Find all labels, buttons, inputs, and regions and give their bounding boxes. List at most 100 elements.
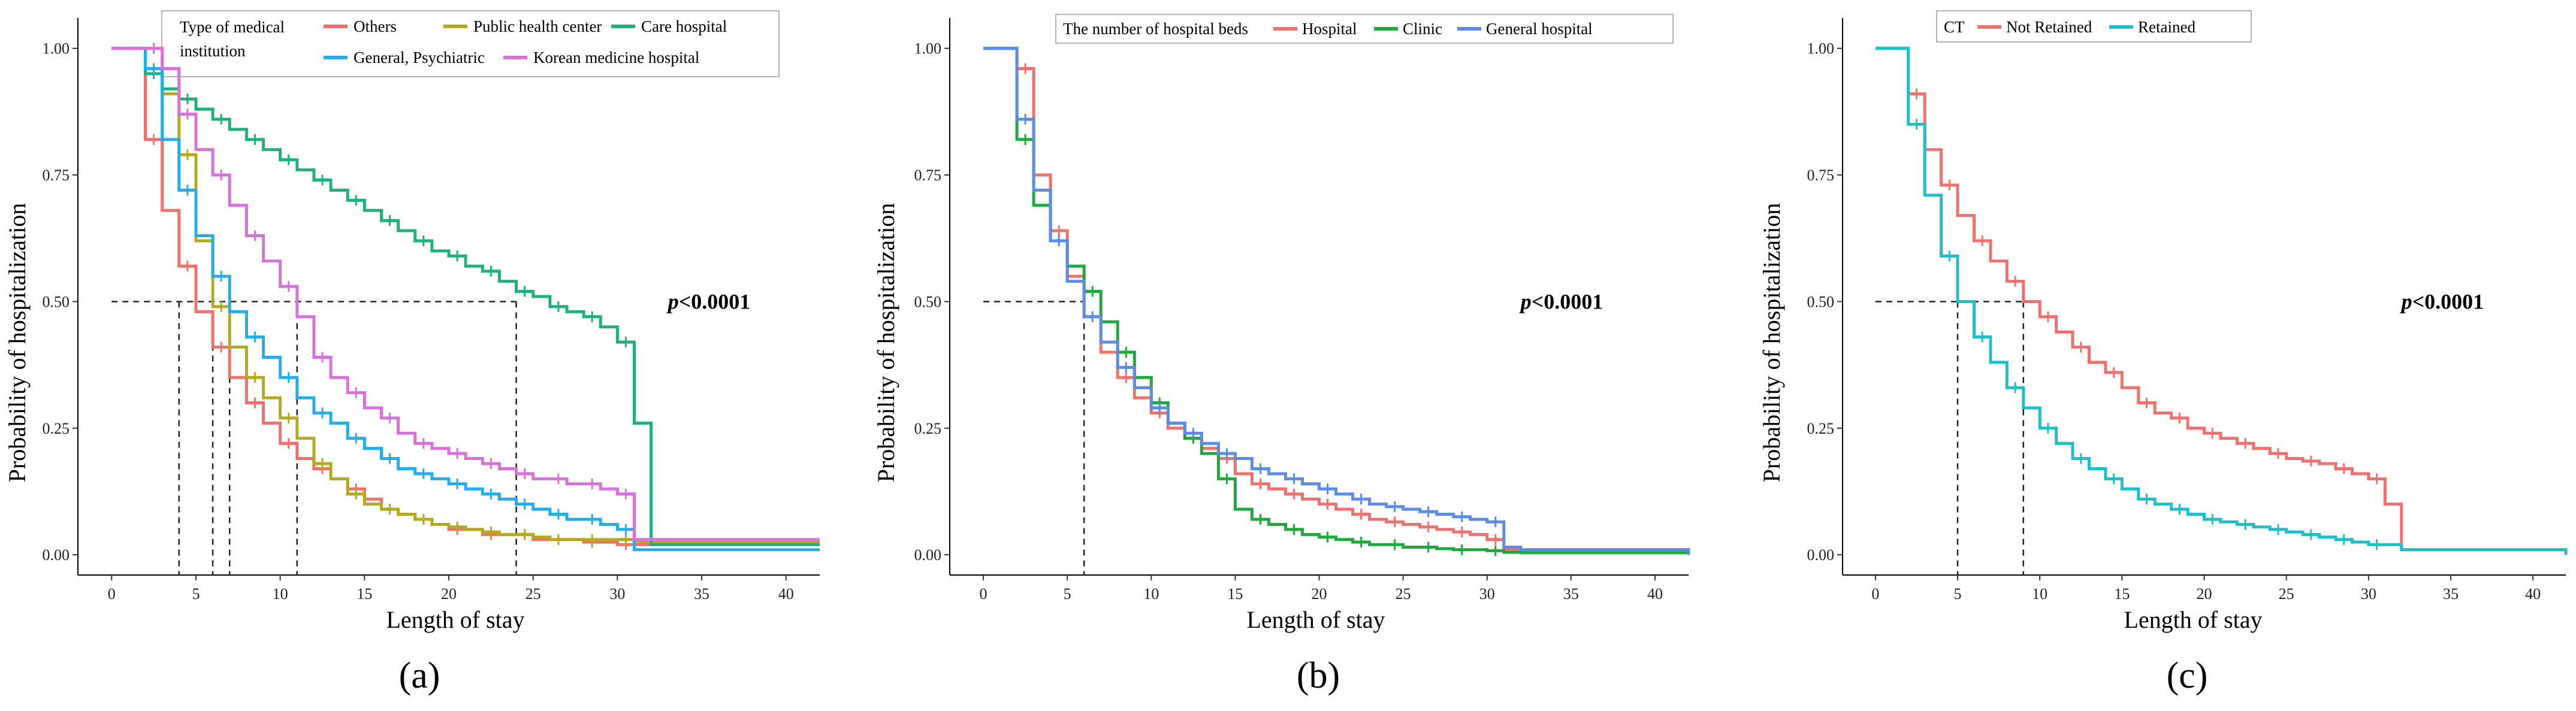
y-tick-label: 0.00 bbox=[43, 546, 70, 564]
x-tick-label: 35 bbox=[694, 585, 709, 603]
legend-label: Care hospital bbox=[641, 17, 727, 35]
y-tick-label: 0.75 bbox=[914, 167, 942, 184]
x-tick-label: 30 bbox=[609, 585, 625, 603]
y-tick-label: 0.25 bbox=[43, 420, 70, 437]
x-tick-label: 30 bbox=[1479, 585, 1495, 603]
legend-item-general-hospital: General hospital bbox=[1457, 20, 1593, 38]
plot-area: 0 5 10 15 20 25 30 35 40 0.00 0.25 0.50 0.75 1.00 p<0.… bbox=[914, 18, 1690, 603]
y-tick-label: 0.25 bbox=[914, 420, 942, 437]
p-value-symbol: p bbox=[666, 289, 679, 313]
x-tick-label: 0 bbox=[1871, 585, 1879, 603]
series-not-retained-curve bbox=[1875, 47, 2568, 555]
x-tick-label: 40 bbox=[2525, 585, 2541, 603]
legend-item-korean-medicine-hospital: Korean medicine hospital bbox=[503, 49, 699, 66]
legend-box bbox=[161, 10, 780, 77]
p-value-number: <0.0001 bbox=[679, 289, 751, 313]
p-value-number: <0.0001 bbox=[2412, 289, 2484, 313]
x-tick-label: 10 bbox=[1143, 585, 1159, 603]
panel-label: (c) bbox=[2167, 655, 2208, 696]
x-axis-title: Length of stay bbox=[386, 606, 524, 633]
x-axis-title: Length of stay bbox=[1246, 606, 1385, 633]
legend-box bbox=[1936, 10, 2252, 43]
y-tick-label: 1.00 bbox=[1807, 40, 1835, 58]
legend-label: General, Psychiatric bbox=[354, 49, 485, 66]
plot-area: 0 5 10 15 20 25 30 35 40 0.00 0.25 0.50 0.75 1.00 p<0.… bbox=[1807, 18, 2568, 603]
series-retained-curve bbox=[1875, 47, 2568, 555]
panel-b: Probability of hospitalization Length of… bbox=[872, 14, 1690, 696]
series-others-curve bbox=[111, 47, 820, 546]
x-tick-label: 40 bbox=[1647, 585, 1663, 603]
legend-title-line-1: Type of medical bbox=[180, 18, 285, 36]
legend-item-not-retained: Not Retained bbox=[1977, 18, 2092, 36]
legend-label: Not Retained bbox=[2006, 18, 2092, 36]
y-tick-label: 0.50 bbox=[1807, 293, 1835, 310]
x-tick-label: 15 bbox=[357, 585, 372, 603]
legend-item-hospital: Hospital bbox=[1273, 20, 1357, 38]
x-tick-label: 15 bbox=[1227, 585, 1243, 603]
y-tick-label: 0.50 bbox=[914, 293, 942, 310]
legend-item-care-hospital: Care hospital bbox=[611, 17, 727, 35]
series-care-hospital-curve bbox=[111, 47, 820, 546]
y-axis-title: Probability of hospitalization bbox=[1758, 203, 1785, 483]
legend-title-line-2: institution bbox=[180, 42, 246, 60]
x-tick-label: 20 bbox=[2197, 585, 2212, 603]
y-tick-label: 0.00 bbox=[1807, 546, 1835, 564]
x-tick-label: 25 bbox=[526, 585, 541, 603]
p-value-symbol: p bbox=[1519, 289, 1532, 313]
x-tick-label: 20 bbox=[441, 585, 457, 603]
x-tick-label: 5 bbox=[1954, 585, 1962, 603]
y-tick-label: 1.00 bbox=[43, 40, 70, 58]
x-tick-label: 0 bbox=[980, 585, 987, 603]
x-tick-label: 20 bbox=[1312, 585, 1327, 603]
x-tick-label: 25 bbox=[1396, 585, 1411, 603]
legend-title: The number of hospital beds bbox=[1063, 20, 1248, 38]
x-tick-label: 5 bbox=[192, 585, 200, 603]
y-axis-title: Probability of hospitalization bbox=[872, 203, 899, 483]
y-tick-label: 0.00 bbox=[914, 546, 942, 564]
x-tick-label: 25 bbox=[2279, 585, 2294, 603]
legend-label: Public health center bbox=[473, 17, 602, 35]
legend-label: Hospital bbox=[1302, 20, 1357, 38]
p-value-annotation: p<0.0001 bbox=[1519, 289, 1603, 313]
x-tick-label: 0 bbox=[108, 585, 116, 603]
legend-item-retained: Retained bbox=[2109, 18, 2196, 36]
p-value-annotation: p<0.0001 bbox=[666, 289, 751, 313]
legend-box bbox=[1055, 14, 1674, 44]
legend-item-general-psychiatric: General, Psychiatric bbox=[324, 49, 485, 66]
x-axis-title: Length of stay bbox=[2124, 606, 2262, 633]
series-clinic-curve bbox=[983, 47, 1690, 555]
legend-title: CT bbox=[1944, 18, 1965, 36]
x-tick-label: 40 bbox=[778, 585, 794, 603]
legend-label: Korean medicine hospital bbox=[533, 49, 699, 66]
series-general-hospital-curve bbox=[983, 47, 1690, 555]
x-tick-label: 30 bbox=[2361, 585, 2376, 603]
panel-a: Probability of hospitalization Length of… bbox=[4, 10, 820, 696]
panel-c: Probability of hospitalization Length of… bbox=[1758, 10, 2568, 696]
panel-label: (a) bbox=[399, 655, 440, 696]
x-tick-label: 10 bbox=[273, 585, 288, 603]
series-general-psychiatric-curve bbox=[111, 47, 820, 552]
x-tick-label: 10 bbox=[2032, 585, 2047, 603]
x-tick-label: 35 bbox=[2443, 585, 2459, 603]
p-value-annotation: p<0.0001 bbox=[2400, 289, 2484, 313]
x-tick-label: 35 bbox=[1563, 585, 1579, 603]
y-axis-title: Probability of hospitalization bbox=[4, 203, 31, 483]
p-value-symbol: p bbox=[2400, 289, 2412, 313]
legend-item-clinic: Clinic bbox=[1374, 20, 1442, 38]
p-value-number: <0.0001 bbox=[1532, 289, 1603, 313]
legend-label: Retained bbox=[2138, 18, 2196, 36]
y-tick-label: 0.75 bbox=[1807, 167, 1835, 184]
legend-item-public-health-center: Public health center bbox=[443, 17, 602, 35]
panel-label: (b) bbox=[1297, 655, 1340, 696]
y-tick-label: 0.25 bbox=[1807, 420, 1835, 437]
legend-item-others: Others bbox=[324, 17, 397, 35]
legend-label: Others bbox=[354, 17, 397, 35]
legend-label: General hospital bbox=[1486, 20, 1593, 38]
legend-label: Clinic bbox=[1403, 20, 1442, 38]
y-tick-label: 0.75 bbox=[43, 167, 70, 184]
y-tick-label: 0.50 bbox=[43, 293, 70, 310]
x-tick-label: 5 bbox=[1064, 585, 1071, 603]
plot-area: 0 5 10 15 20 25 30 35 40 0.00 0.25 0.50 0.75 1.00 p<0.… bbox=[43, 18, 820, 603]
